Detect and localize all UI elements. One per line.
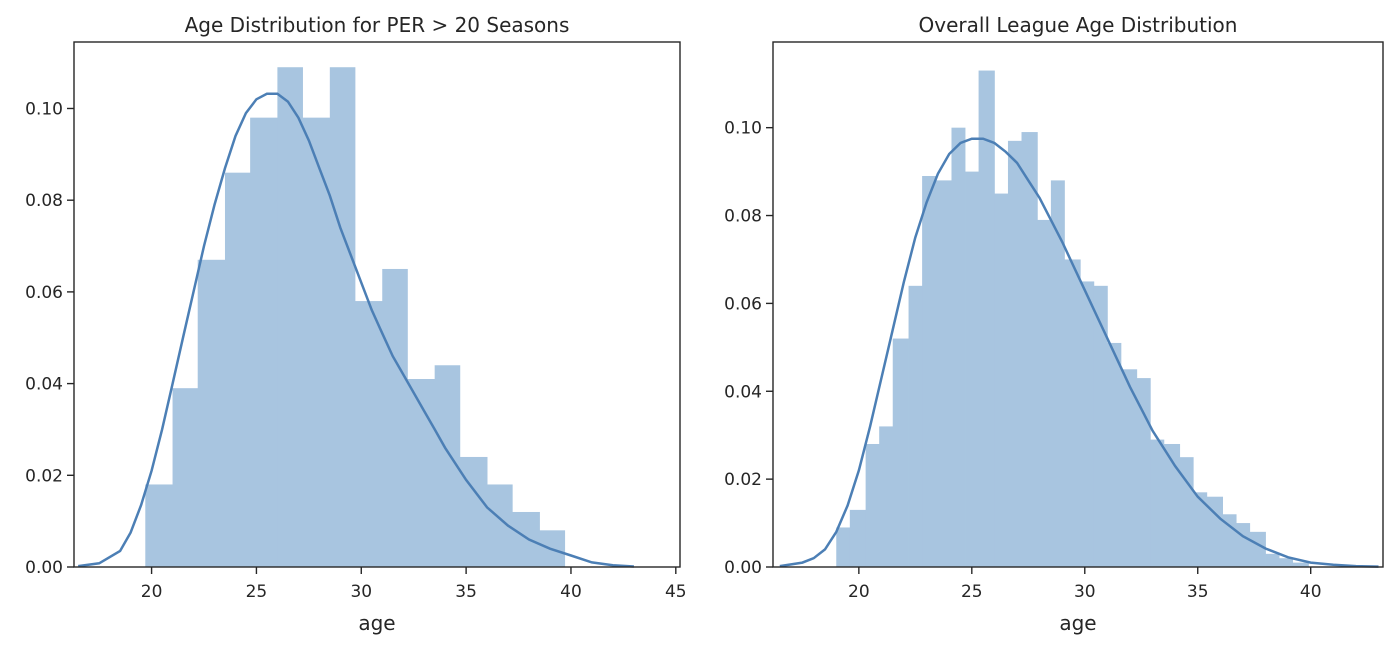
y-tick-label: 0.08 xyxy=(25,191,63,211)
y-tick-label: 0.04 xyxy=(25,375,63,395)
x-tick-label: 20 xyxy=(141,582,163,602)
histogram-bar xyxy=(277,67,303,568)
histogram-bar xyxy=(1136,378,1151,567)
histogram-bar xyxy=(1236,523,1251,567)
histogram-bars xyxy=(836,70,1309,568)
histogram-bar xyxy=(994,193,1009,567)
histogram-bar xyxy=(1021,132,1038,568)
histogram-bar xyxy=(1050,180,1065,568)
x-tick-label: 40 xyxy=(1300,582,1322,602)
histogram-bar xyxy=(382,268,408,567)
histogram-bar xyxy=(951,127,966,567)
histogram-bars xyxy=(145,67,566,568)
x-tick-label: 45 xyxy=(665,582,687,602)
histogram-bar xyxy=(1150,439,1165,567)
y-tick-label: 0.00 xyxy=(724,558,762,578)
y-tick-label: 0.10 xyxy=(724,119,762,139)
histogram-bar xyxy=(1064,259,1081,567)
y-tick-label: 0.02 xyxy=(25,466,63,486)
histogram-bar xyxy=(865,443,880,567)
y-tick-label: 0.00 xyxy=(25,558,63,578)
x-tick-label: 40 xyxy=(560,582,582,602)
histogram-bar xyxy=(965,171,979,567)
y-tick-label: 0.06 xyxy=(25,283,63,303)
histogram-bar xyxy=(1292,562,1309,567)
histogram-bar xyxy=(250,117,278,567)
x-tick-label: 20 xyxy=(848,582,870,602)
histogram-bar xyxy=(1007,140,1022,567)
kde-line xyxy=(779,137,1379,568)
chart-panel-overall-league: Overall League Age Distribution age 20 25… xyxy=(724,13,1384,635)
histogram-bar xyxy=(1163,443,1181,567)
x-axis-label: age xyxy=(358,611,395,635)
histogram-bar xyxy=(849,509,867,567)
histogram-bar xyxy=(879,426,894,567)
histogram-bar xyxy=(935,180,952,568)
x-tick-label: 35 xyxy=(455,582,477,602)
histogram-bar xyxy=(1120,369,1138,567)
histogram-bar xyxy=(407,379,436,567)
y-axis-ticks: 0.00 0.02 0.04 0.06 0.08 0.10 xyxy=(724,119,773,578)
histogram-bar xyxy=(836,527,851,567)
histogram-bar xyxy=(922,175,937,567)
histogram-bar xyxy=(908,285,923,567)
x-tick-label: 25 xyxy=(246,582,268,602)
x-tick-label: 25 xyxy=(961,582,983,602)
histogram-bar xyxy=(459,456,488,567)
histogram-bar xyxy=(302,117,331,567)
histogram-bar xyxy=(1279,558,1294,567)
histogram-bar xyxy=(1265,553,1280,567)
histogram-bar xyxy=(1080,281,1095,567)
y-tick-label: 0.10 xyxy=(25,99,63,119)
chart-title: Age Distribution for PER > 20 Seasons xyxy=(185,13,570,37)
histogram-bar xyxy=(978,70,995,567)
histogram-bar xyxy=(145,484,173,567)
y-tick-label: 0.06 xyxy=(724,294,762,314)
x-tick-label: 30 xyxy=(1074,582,1096,602)
chart-title: Overall League Age Distribution xyxy=(919,13,1238,37)
histogram-bar xyxy=(172,388,199,567)
histogram-bar xyxy=(1249,531,1266,567)
histogram-bar xyxy=(1093,285,1108,567)
kde-line xyxy=(78,92,634,568)
histogram-bar xyxy=(1193,492,1208,567)
histogram-bar xyxy=(512,511,540,567)
histogram-bar xyxy=(1206,496,1223,567)
histogram-bar xyxy=(1107,342,1122,567)
histogram-bar xyxy=(1037,219,1052,567)
histogram-bar xyxy=(354,301,383,567)
histogram-bar xyxy=(197,259,226,567)
histogram-bar xyxy=(892,338,909,567)
y-tick-label: 0.08 xyxy=(724,207,762,227)
y-axis-ticks: 0.00 0.02 0.04 0.06 0.08 0.10 xyxy=(25,99,74,578)
plot-frame xyxy=(73,41,681,568)
x-axis-label: age xyxy=(1059,611,1096,635)
y-tick-label: 0.02 xyxy=(724,470,762,490)
plot-frame xyxy=(772,41,1384,568)
x-axis-ticks: 20 25 30 35 40 xyxy=(848,567,1322,602)
histogram-bar xyxy=(329,67,356,568)
y-tick-label: 0.04 xyxy=(724,382,762,402)
x-axis-ticks: 20 25 30 35 40 45 xyxy=(141,567,687,602)
x-tick-label: 30 xyxy=(350,582,372,602)
chart-panel-per-over-20: Age Distribution for PER > 20 Seasons ag… xyxy=(25,13,686,635)
histogram-bar xyxy=(224,172,251,567)
x-tick-label: 35 xyxy=(1187,582,1209,602)
